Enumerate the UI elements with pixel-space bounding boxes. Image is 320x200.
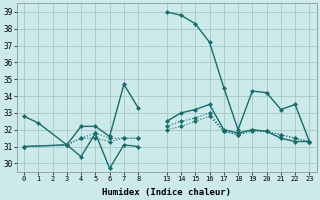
X-axis label: Humidex (Indice chaleur): Humidex (Indice chaleur) (102, 188, 231, 197)
